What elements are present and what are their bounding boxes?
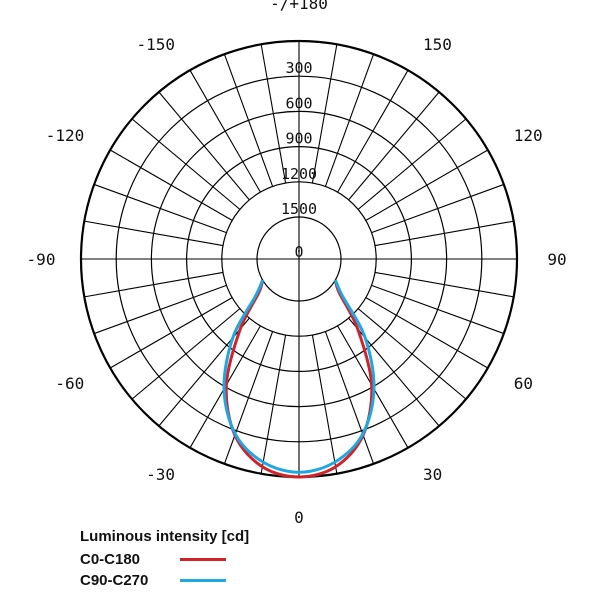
grid-spoke bbox=[93, 284, 227, 335]
grid-spoke bbox=[260, 44, 287, 184]
angle-label: 60 bbox=[514, 374, 533, 393]
angle-label: -150 bbox=[136, 35, 175, 54]
grid-spoke bbox=[357, 308, 467, 400]
radial-tick-label: 900 bbox=[285, 130, 312, 148]
legend-title: Luminous intensity [cd] bbox=[80, 528, 250, 545]
angle-label: 30 bbox=[423, 465, 442, 484]
legend-label: C90-C270 bbox=[80, 572, 149, 589]
angle-label: -60 bbox=[55, 374, 84, 393]
legend: Luminous intensity [cd] C0-C180 C90-C270 bbox=[80, 528, 249, 591]
angle-label: -30 bbox=[146, 465, 175, 484]
grid-spoke bbox=[93, 183, 227, 234]
grid-spoke bbox=[311, 44, 338, 184]
grid-spoke bbox=[348, 91, 440, 201]
grid-spoke bbox=[324, 53, 375, 187]
radial-tick-label: 300 bbox=[285, 59, 312, 77]
grid-spoke bbox=[357, 118, 467, 210]
radial-tick-label: 0 bbox=[294, 243, 303, 261]
grid-spoke bbox=[84, 220, 224, 247]
legend-item-c90-c270: C90-C270 bbox=[80, 570, 249, 591]
polar-grid bbox=[79, 39, 519, 479]
grid-spoke bbox=[324, 331, 375, 465]
chart-labels: 0 300 600 900 1200 1500 0 30 60 90 120 150 -/+180 -15… bbox=[27, 0, 567, 527]
grid-spoke bbox=[374, 271, 514, 298]
grid-spoke bbox=[311, 334, 338, 474]
grid-spoke bbox=[337, 69, 409, 193]
grid-spoke bbox=[365, 297, 489, 369]
radial-tick-label: 600 bbox=[285, 94, 312, 112]
angle-label: -120 bbox=[46, 126, 85, 145]
series-curve-c0-c180 bbox=[224, 279, 374, 479]
grid-spoke bbox=[365, 149, 489, 221]
grid-spoke bbox=[223, 331, 274, 465]
angle-label: -/+180 bbox=[270, 0, 328, 13]
angle-label: 120 bbox=[514, 126, 543, 145]
legend-label: C0-C180 bbox=[80, 551, 141, 568]
grid-spoke bbox=[109, 297, 233, 369]
legend-item-c0-c180: C0-C180 bbox=[80, 549, 249, 570]
grid-spoke bbox=[131, 118, 241, 210]
intensity-curves bbox=[222, 279, 376, 479]
grid-spoke bbox=[371, 284, 505, 335]
grid-spoke bbox=[260, 334, 287, 474]
angle-label: -90 bbox=[27, 250, 56, 269]
grid-spoke bbox=[109, 149, 233, 221]
series-curve-c90-c270 bbox=[222, 279, 376, 474]
grid-spoke bbox=[158, 91, 250, 201]
grid-spoke bbox=[84, 271, 224, 298]
legend-swatch-red bbox=[180, 558, 226, 561]
legend-swatch-blue bbox=[180, 579, 226, 582]
angle-label: 150 bbox=[423, 35, 452, 54]
grid-spoke bbox=[131, 308, 241, 400]
radial-tick-label: 1200 bbox=[281, 165, 317, 183]
angle-label: 90 bbox=[547, 250, 566, 269]
grid-spoke bbox=[189, 69, 261, 193]
grid-spoke bbox=[371, 183, 505, 234]
radial-tick-label: 1500 bbox=[281, 200, 317, 218]
angle-label: 0 bbox=[294, 508, 304, 527]
grid-spoke bbox=[223, 53, 274, 187]
grid-spoke bbox=[374, 220, 514, 247]
